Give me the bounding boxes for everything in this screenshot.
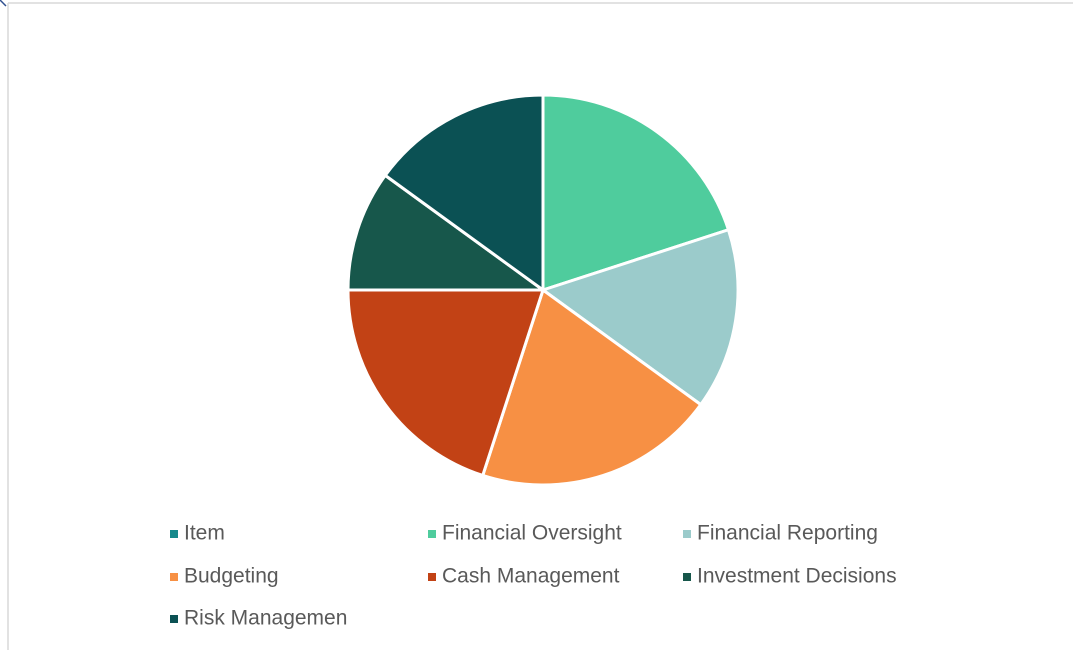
legend-label: Risk Managemen [184, 607, 347, 630]
pie-slice [346, 173, 548, 292]
corner-mark [0, 0, 7, 7]
legend-label: Cash Management [442, 565, 620, 588]
legend-label: Budgeting [184, 565, 279, 588]
legend-swatch [428, 530, 436, 538]
legend-swatch [683, 530, 691, 538]
pie-slice [541, 93, 731, 293]
legend-label: Financial Oversight [442, 522, 622, 545]
pie-slice [383, 93, 545, 293]
legend-swatch [170, 573, 178, 581]
pie-slice [480, 287, 703, 487]
legend-swatch [428, 573, 436, 581]
pie-slice [539, 227, 740, 407]
legend-swatch [170, 615, 178, 623]
legend-label: Item [184, 522, 225, 545]
legend-label: Financial Reporting [697, 522, 878, 545]
pie-slice [346, 288, 546, 478]
legend-swatch [170, 530, 178, 538]
legend-swatch [683, 573, 691, 581]
legend-label: Investment Decisions [697, 565, 897, 588]
